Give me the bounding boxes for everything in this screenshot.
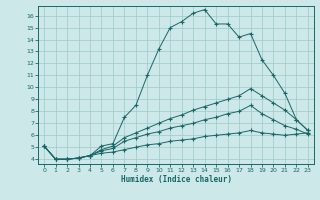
- X-axis label: Humidex (Indice chaleur): Humidex (Indice chaleur): [121, 175, 231, 184]
